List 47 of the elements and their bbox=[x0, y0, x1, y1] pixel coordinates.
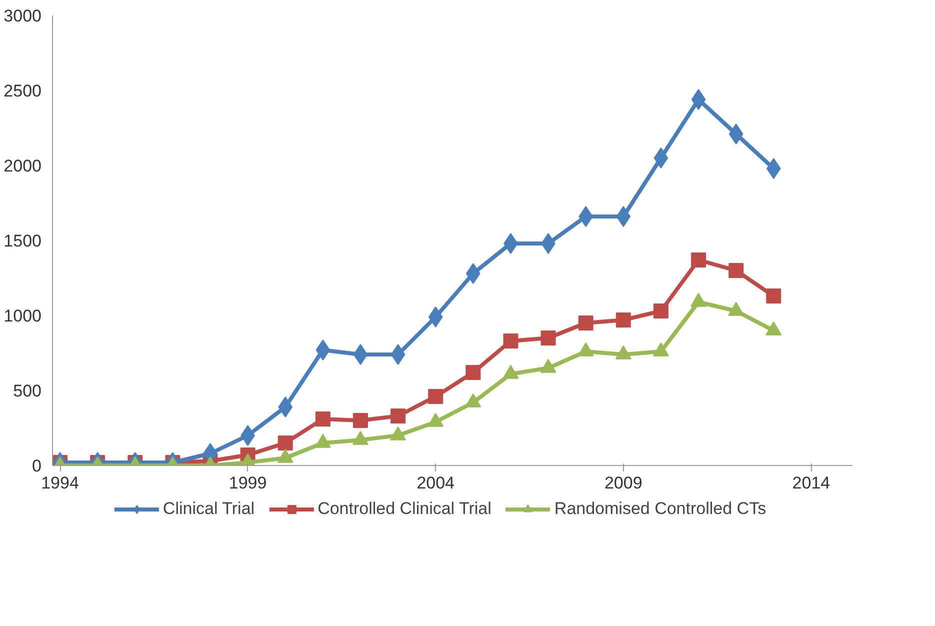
point bbox=[691, 89, 706, 110]
legend-label: Clinical Trial bbox=[162, 499, 255, 519]
y-tick-label: 1000 bbox=[4, 306, 42, 326]
point bbox=[314, 434, 331, 448]
point bbox=[728, 302, 744, 316]
point bbox=[728, 124, 744, 144]
point bbox=[691, 252, 706, 268]
point bbox=[390, 426, 406, 440]
point bbox=[615, 345, 632, 360]
point bbox=[652, 342, 669, 356]
x-tick-label: 1999 bbox=[228, 474, 267, 492]
y-tick-label: 3000 bbox=[4, 6, 42, 26]
point bbox=[503, 334, 518, 348]
point bbox=[428, 412, 444, 427]
point bbox=[690, 292, 707, 307]
point bbox=[466, 263, 480, 284]
point bbox=[766, 288, 782, 304]
point bbox=[728, 263, 744, 278]
x-tick-label: 2009 bbox=[604, 474, 642, 492]
point bbox=[766, 158, 781, 179]
y-tick-label: 1500 bbox=[4, 232, 42, 250]
point bbox=[428, 306, 443, 328]
legend-label: Randomised Controlled CTs bbox=[554, 499, 766, 519]
point bbox=[654, 148, 668, 168]
point bbox=[616, 312, 631, 328]
x-tick-label: 2004 bbox=[416, 474, 455, 492]
y-tick-label: 2000 bbox=[4, 156, 42, 176]
point bbox=[390, 344, 406, 365]
point bbox=[653, 304, 668, 318]
point bbox=[540, 330, 556, 346]
legend-label: Controlled Clinical Trial bbox=[318, 499, 492, 519]
x-tick-label: 2014 bbox=[792, 474, 830, 492]
point bbox=[578, 342, 594, 356]
point bbox=[766, 321, 782, 336]
y-tick-label: 0 bbox=[32, 456, 42, 476]
point bbox=[502, 364, 519, 379]
point bbox=[465, 393, 482, 408]
point bbox=[540, 358, 556, 373]
point bbox=[352, 430, 368, 445]
y-tick-label: 2500 bbox=[4, 82, 42, 100]
y-tick-label: 500 bbox=[13, 382, 42, 400]
point bbox=[277, 448, 294, 463]
point bbox=[578, 316, 594, 330]
x-tick-label: 1994 bbox=[41, 474, 79, 492]
point bbox=[616, 206, 631, 227]
point bbox=[353, 344, 368, 365]
point bbox=[316, 340, 330, 360]
